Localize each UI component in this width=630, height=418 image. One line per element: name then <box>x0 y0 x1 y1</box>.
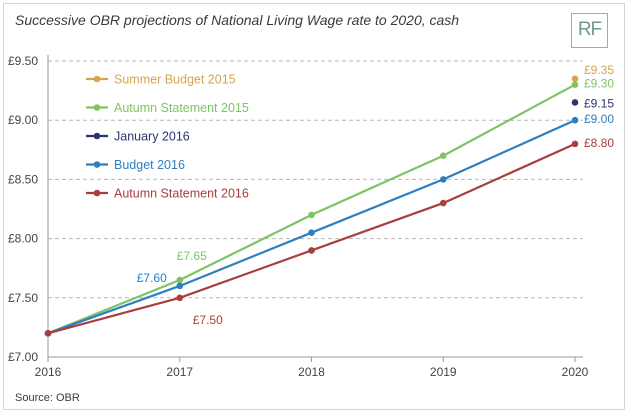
data-point <box>571 99 579 106</box>
data-point <box>308 211 315 219</box>
chart-title: Successive OBR projections of National L… <box>15 12 460 28</box>
data-label: £9.30 <box>584 77 614 91</box>
data-point <box>439 152 447 160</box>
data-point <box>439 199 447 207</box>
x-tick-label: 2016 <box>35 365 62 379</box>
data-point <box>176 276 184 284</box>
data-label: £7.65 <box>177 249 207 263</box>
legend-label: January 2016 <box>114 130 190 144</box>
data-point <box>571 81 579 88</box>
rf-logo: RF <box>571 13 608 48</box>
data-point <box>176 294 184 302</box>
legend-swatch-marker <box>93 161 101 168</box>
x-tick-label: 2020 <box>562 365 589 379</box>
data-point <box>176 282 184 290</box>
x-tick-label: 2019 <box>430 365 457 379</box>
data-point <box>571 140 579 148</box>
data-point <box>439 176 447 183</box>
data-point <box>308 229 315 236</box>
legend-swatch-marker <box>93 189 101 197</box>
data-label: £9.35 <box>584 63 614 77</box>
series-line <box>47 83 576 335</box>
source-note: Source: OBR <box>15 392 80 404</box>
data-label: £7.60 <box>137 271 167 285</box>
x-tick-label: 2017 <box>166 365 193 379</box>
data-label: £8.80 <box>584 136 614 150</box>
y-tick-label: £9.50 <box>8 54 38 68</box>
legend-swatch-marker <box>93 75 101 83</box>
legend-label: Autumn Statement 2015 <box>114 101 249 115</box>
data-point <box>571 116 579 124</box>
x-tick-label: 2018 <box>298 365 325 379</box>
line-chart: £7.00 £7.50 £8.00 £8.50 £9.00 £9.50 2016 2017 20… <box>8 54 614 379</box>
data-label: £9.00 <box>584 112 614 126</box>
data-point <box>571 75 579 83</box>
data-label: £7.50 <box>193 313 223 327</box>
y-tick-label: £8.00 <box>8 232 38 246</box>
data-point <box>44 330 52 337</box>
legend-label: Summer Budget 2015 <box>114 73 236 87</box>
y-tick-label: £7.50 <box>8 291 38 305</box>
legend-swatch-marker <box>93 104 101 111</box>
data-label: £9.15 <box>584 96 614 110</box>
legend-label: Budget 2016 <box>114 158 185 172</box>
legend-label: Autumn Statement 2016 <box>114 187 249 201</box>
data-point <box>308 247 315 254</box>
chart-frame: Successive OBR projections of National L… <box>3 3 625 410</box>
y-tick-label: £9.00 <box>8 113 38 127</box>
y-tick-label: £7.00 <box>8 350 38 364</box>
legend-swatch-marker <box>93 132 101 140</box>
y-tick-label: £8.50 <box>8 172 38 186</box>
